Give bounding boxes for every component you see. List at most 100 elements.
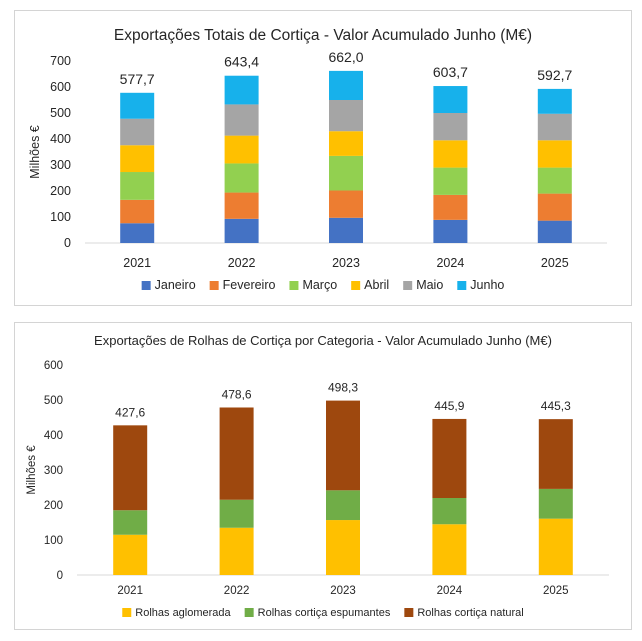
bar-segment-2025-rolhas-corti-a-espumantes [538, 488, 573, 519]
legend: Janeiro Fevereiro Março Abril Maio Junho [141, 278, 504, 292]
bar-segment-2025-mar-o [537, 167, 572, 194]
legend-label: Março [302, 278, 337, 292]
y-tick-label: 0 [64, 236, 71, 250]
bar-segment-2025-maio [537, 113, 572, 141]
y-tick-label: 200 [44, 500, 63, 512]
x-tick-label: 2025 [541, 256, 569, 270]
bar-segment-2021-rolhas-corti-a-natural [113, 425, 148, 511]
bar-segment-2023-abril [329, 131, 363, 156]
legend-label: Junho [470, 278, 504, 292]
bar-segment-2021-junho [120, 92, 155, 119]
bar-segment-2022-janeiro [224, 218, 259, 243]
bar-total-label: 603,7 [433, 64, 468, 80]
bar-segment-2023-maio [329, 100, 363, 132]
legend-item: Abril [351, 278, 389, 292]
x-tick-label: 2021 [123, 256, 151, 270]
y-tick-label: 400 [44, 430, 63, 442]
y-tick-label: 600 [50, 80, 71, 94]
bar-segment-2022-junho [224, 75, 259, 105]
x-tick-label: 2024 [437, 585, 463, 597]
y-tick-label: 100 [50, 210, 71, 224]
bar-segment-2021-maio [120, 118, 155, 146]
legend-item: Rolhas aglomerada [122, 607, 232, 619]
bar-segment-2023-rolhas-aglomerada [326, 520, 360, 575]
bar-segment-2025-junho [537, 88, 572, 114]
bar-segment-2024-rolhas-corti-a-natural [432, 418, 467, 498]
bar-total-label: 662,0 [328, 49, 363, 65]
chart-stopper-exports: Exportações de Rolhas de Cortiça por Cat… [26, 333, 609, 619]
bar-segment-2022-rolhas-corti-a-natural [219, 407, 254, 500]
chart-panel-total-exports: Exportações Totais de Cortiça - Valor Ac… [14, 10, 632, 306]
bar-segment-2023-janeiro [329, 217, 363, 243]
y-tick-label: 500 [44, 395, 63, 407]
legend-label: Maio [416, 278, 443, 292]
legend-label: Rolhas cortiça espumantes [258, 607, 391, 619]
bar-segment-2024-rolhas-aglomerada [432, 524, 467, 575]
bar-segment-2025-janeiro [537, 220, 572, 243]
legend-item: Janeiro [141, 278, 196, 292]
y-tick-label: 300 [50, 158, 71, 172]
y-tick-label: 0 [57, 570, 63, 582]
y-tick-label: 400 [50, 132, 71, 146]
bar-segment-2025-rolhas-corti-a-natural [538, 419, 573, 489]
bar-total-label: 478,6 [222, 387, 252, 401]
bar-segment-2025-fevereiro [537, 193, 572, 221]
bar-total-label: 498,3 [328, 381, 358, 395]
chart-title: Exportações Totais de Cortiça - Valor Ac… [114, 27, 532, 44]
bar-segment-2022-abril [224, 135, 259, 164]
bar-segment-2023-rolhas-corti-a-natural [326, 400, 360, 491]
bar-segment-2021-janeiro [120, 223, 155, 243]
legend-label: Abril [364, 278, 389, 292]
x-tick-label: 2023 [332, 256, 360, 270]
legend-swatch [122, 608, 132, 617]
bar-total-label: 577,7 [120, 71, 155, 87]
bar-total-label: 427,6 [115, 405, 145, 419]
bar-segment-2024-mar-o [433, 167, 468, 195]
bar-segment-2021-rolhas-corti-a-espumantes [113, 510, 148, 535]
legend-swatch [289, 281, 299, 290]
bar-segment-2024-maio [433, 113, 468, 141]
legend-swatch [244, 608, 254, 617]
y-tick-label: 500 [50, 106, 71, 120]
legend-label: Fevereiro [223, 278, 276, 292]
bar-segment-2021-fevereiro [120, 199, 155, 224]
bar-total-label: 445,3 [541, 399, 571, 413]
bar-segment-2023-mar-o [329, 155, 363, 191]
x-tick-label: 2023 [330, 585, 356, 597]
bar-segment-2022-fevereiro [224, 192, 259, 219]
legend-swatch [141, 281, 151, 290]
legend-swatch [457, 281, 467, 290]
legend-item: Rolhas cortiça natural [404, 607, 524, 619]
chart-title: Exportações de Rolhas de Cortiça por Cat… [94, 333, 552, 348]
chart-panel-stopper-exports: Exportações de Rolhas de Cortiça por Cat… [14, 322, 632, 630]
y-tick-label: 200 [50, 184, 71, 198]
bar-total-label: 643,4 [224, 54, 259, 70]
y-tick-label: 100 [44, 535, 63, 547]
bar-total-label: 445,9 [434, 399, 464, 413]
x-tick-label: 2022 [224, 585, 250, 597]
bar-segment-2023-rolhas-corti-a-espumantes [326, 490, 360, 521]
bar-segment-2023-junho [329, 70, 363, 100]
chart-total-exports: Exportações Totais de Cortiça - Valor Ac… [28, 27, 607, 292]
bar-segment-2022-rolhas-corti-a-espumantes [219, 499, 254, 528]
bar-total-label: 592,7 [537, 67, 572, 83]
bar-segment-2024-rolhas-corti-a-espumantes [432, 498, 467, 525]
bar-segment-2023-fevereiro [329, 190, 363, 218]
legend-item: Rolhas cortiça espumantes [244, 607, 391, 619]
y-axis-label: Milhões € [28, 125, 42, 179]
bar-segment-2025-abril [537, 140, 572, 168]
y-axis-label: Milhões € [26, 445, 38, 495]
bar-segment-2024-janeiro [433, 219, 468, 243]
bar-segment-2021-abril [120, 145, 155, 173]
legend: Rolhas aglomerada Rolhas cortiça espumant… [122, 607, 524, 619]
legend-item: Maio [403, 278, 443, 292]
legend-label: Janeiro [155, 278, 196, 292]
bar-segment-2021-rolhas-aglomerada [113, 534, 148, 575]
legend-label: Rolhas cortiça natural [417, 607, 523, 619]
x-tick-label: 2025 [543, 585, 569, 597]
legend-swatch [351, 281, 361, 290]
bar-segment-2021-mar-o [120, 172, 155, 200]
legend-item: Março [289, 278, 337, 292]
legend-swatch [209, 281, 219, 290]
legend-label: Rolhas aglomerada [135, 607, 231, 619]
